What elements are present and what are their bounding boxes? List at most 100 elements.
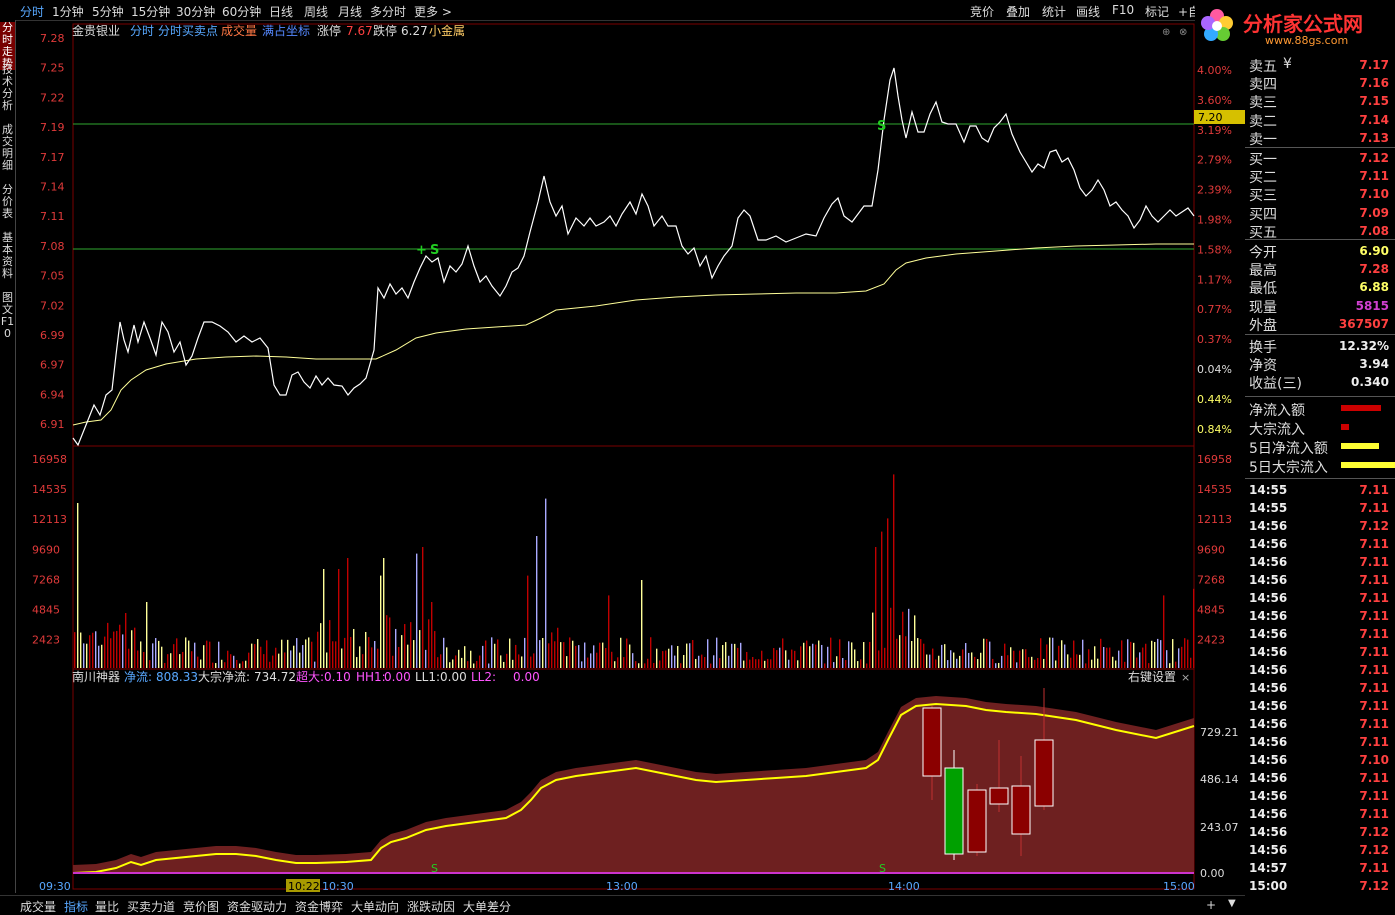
left-tab-price-table[interactable]: 分价表 xyxy=(2,183,13,220)
tick-price: 7.11 xyxy=(1359,771,1389,785)
order-level[interactable]: 卖四 7.16 xyxy=(1245,74,1393,93)
period-tab-multi[interactable]: 多分时 xyxy=(370,5,407,19)
zoom-icon[interactable]: ⊕ xyxy=(1162,27,1170,38)
period-tab-1min[interactable]: 1分钟 xyxy=(52,5,84,19)
volume-bar xyxy=(296,638,298,668)
period-tab-5min[interactable]: 5分钟 xyxy=(92,5,124,19)
tool-f10[interactable]: F10 xyxy=(1112,3,1135,17)
left-tab-intraday[interactable]: 分时走势 xyxy=(0,21,15,70)
order-level[interactable]: 买一 7.12 xyxy=(1245,149,1393,168)
tool-add[interactable]: +自 xyxy=(1178,5,1201,19)
bottom-tab-buysell-power[interactable]: 买卖力道 xyxy=(127,900,176,914)
left-tab-f10[interactable]: 图文F10 xyxy=(0,291,15,340)
bottom-dropdown-icon[interactable]: ▼ xyxy=(1228,898,1236,909)
legend-fullscale[interactable]: 满占坐标 xyxy=(262,23,310,38)
bottom-add-button[interactable]: + xyxy=(1206,898,1217,912)
order-level[interactable]: 买四 7.09 xyxy=(1245,204,1393,223)
volume-bar xyxy=(149,660,151,668)
volume-bar xyxy=(395,628,397,668)
volume-bar xyxy=(1040,638,1042,668)
period-tab-monthly[interactable]: 月线 xyxy=(338,5,363,19)
period-tab-more[interactable]: 更多 > xyxy=(414,5,452,19)
bottom-tab-change-cause[interactable]: 涨跌动因 xyxy=(407,900,456,914)
tool-draw[interactable]: 画线 xyxy=(1076,5,1101,19)
tool-stats[interactable]: 统计 xyxy=(1042,5,1067,19)
tick-time: 14:56 xyxy=(1249,519,1288,533)
order-level-price: 7.13 xyxy=(1359,130,1389,145)
volume-bar xyxy=(1157,638,1159,668)
indicator-close-icon[interactable]: × xyxy=(1181,671,1190,684)
period-tab-daily[interactable]: 日线 xyxy=(269,5,294,19)
volume-tick-right: 12113 xyxy=(1197,513,1232,526)
volume-bar xyxy=(407,644,409,668)
legend-volume[interactable]: 成交量 xyxy=(221,23,257,38)
tick-time: 15:00 xyxy=(1249,879,1288,893)
bottom-tab-volume[interactable]: 成交量 xyxy=(20,900,57,914)
left-tab-technical[interactable]: 技术分析 xyxy=(2,63,13,112)
bottom-tab-fund-drive[interactable]: 资金驱动力 xyxy=(227,900,288,914)
legend-buysell[interactable]: 分时买卖点 xyxy=(158,24,218,38)
volume-bar xyxy=(878,650,880,668)
stat-label: 收益(三) xyxy=(1249,376,1302,393)
volume-bar xyxy=(386,615,388,668)
bottom-tab-volume-ratio[interactable]: 量比 xyxy=(95,900,120,914)
volume-bar xyxy=(902,611,904,668)
volume-bar xyxy=(1118,650,1120,668)
flow-candle xyxy=(989,787,1009,805)
volume-bar xyxy=(710,663,712,668)
tick-price: 7.11 xyxy=(1359,699,1389,713)
volume-bar xyxy=(668,648,670,668)
order-level[interactable]: 卖二 7.14 xyxy=(1245,111,1393,130)
bottom-tab-fund-game[interactable]: 资金博弈 xyxy=(295,900,344,914)
tool-auction[interactable]: 竞价 xyxy=(970,5,995,19)
order-level[interactable]: 卖五 ¥7.17 xyxy=(1245,56,1393,75)
volume-bar xyxy=(533,653,535,668)
volume-bar xyxy=(917,638,919,668)
left-tab-trades[interactable]: 成交明细 xyxy=(2,123,13,172)
volume-bar xyxy=(464,646,466,668)
left-tab-fundamentals[interactable]: 基本资料 xyxy=(2,231,13,280)
stat-label: 最高 xyxy=(1249,263,1277,280)
bottom-tab-indicator[interactable]: 指标 xyxy=(64,900,89,914)
order-level[interactable]: 卖一 7.13 xyxy=(1245,129,1393,148)
indicator-settings[interactable]: 右键设置 xyxy=(1128,669,1176,684)
tick-price: 7.11 xyxy=(1359,501,1389,515)
volume-bar xyxy=(830,637,832,668)
order-level[interactable]: 买三 7.10 xyxy=(1245,185,1393,204)
pct-tick-right: 2.39% xyxy=(1197,184,1232,197)
period-tab-30min[interactable]: 30分钟 xyxy=(176,5,216,19)
volume-bar xyxy=(755,659,757,668)
period-tab-60min[interactable]: 60分钟 xyxy=(222,5,262,19)
volume-bar xyxy=(290,650,292,668)
bottom-tab-auction[interactable]: 竞价图 xyxy=(183,900,220,914)
tool-overlay[interactable]: 叠加 xyxy=(1006,5,1031,19)
bottom-tab-big-order[interactable]: 大单动向 xyxy=(351,900,400,914)
volume-bar xyxy=(185,637,187,668)
volume-bar xyxy=(602,642,604,668)
order-level[interactable]: 卖三 7.15 xyxy=(1245,92,1393,111)
legend-intraday[interactable]: 分时 xyxy=(130,24,154,38)
volume-bar xyxy=(644,663,646,668)
close-icon[interactable]: ⊗ xyxy=(1179,27,1187,38)
period-tab-15min[interactable]: 15分钟 xyxy=(131,5,171,19)
volume-bar xyxy=(218,641,220,668)
tick-row: 14:57 7.11 xyxy=(1245,859,1393,877)
period-tab-weekly[interactable]: 周线 xyxy=(304,5,329,19)
period-tab-intraday[interactable]: 分时 xyxy=(20,5,45,19)
volume-bar xyxy=(542,637,544,668)
volume-bar xyxy=(632,653,634,668)
tick-price: 7.11 xyxy=(1359,645,1389,659)
volume-bar xyxy=(1046,644,1048,668)
intraday-chart[interactable]: 7.28 7.25 7.22 7.19 7.17 7.14 7.11 7.08 7.05 7.02… xyxy=(16,20,1245,895)
order-level[interactable]: 买二 7.11 xyxy=(1245,167,1393,186)
order-level-price: 7.08 xyxy=(1359,223,1389,238)
order-level[interactable]: 买五 7.08 xyxy=(1245,222,1393,241)
volume-bar xyxy=(365,631,367,668)
bottom-tab-big-diff[interactable]: 大单差分 xyxy=(463,900,512,914)
volume-bar xyxy=(1028,657,1030,668)
volume-bar xyxy=(467,661,469,668)
volume-bar xyxy=(209,641,211,668)
volume-bar xyxy=(575,645,577,668)
volume-bar xyxy=(614,661,616,668)
tool-mark[interactable]: 标记 xyxy=(1145,5,1170,19)
